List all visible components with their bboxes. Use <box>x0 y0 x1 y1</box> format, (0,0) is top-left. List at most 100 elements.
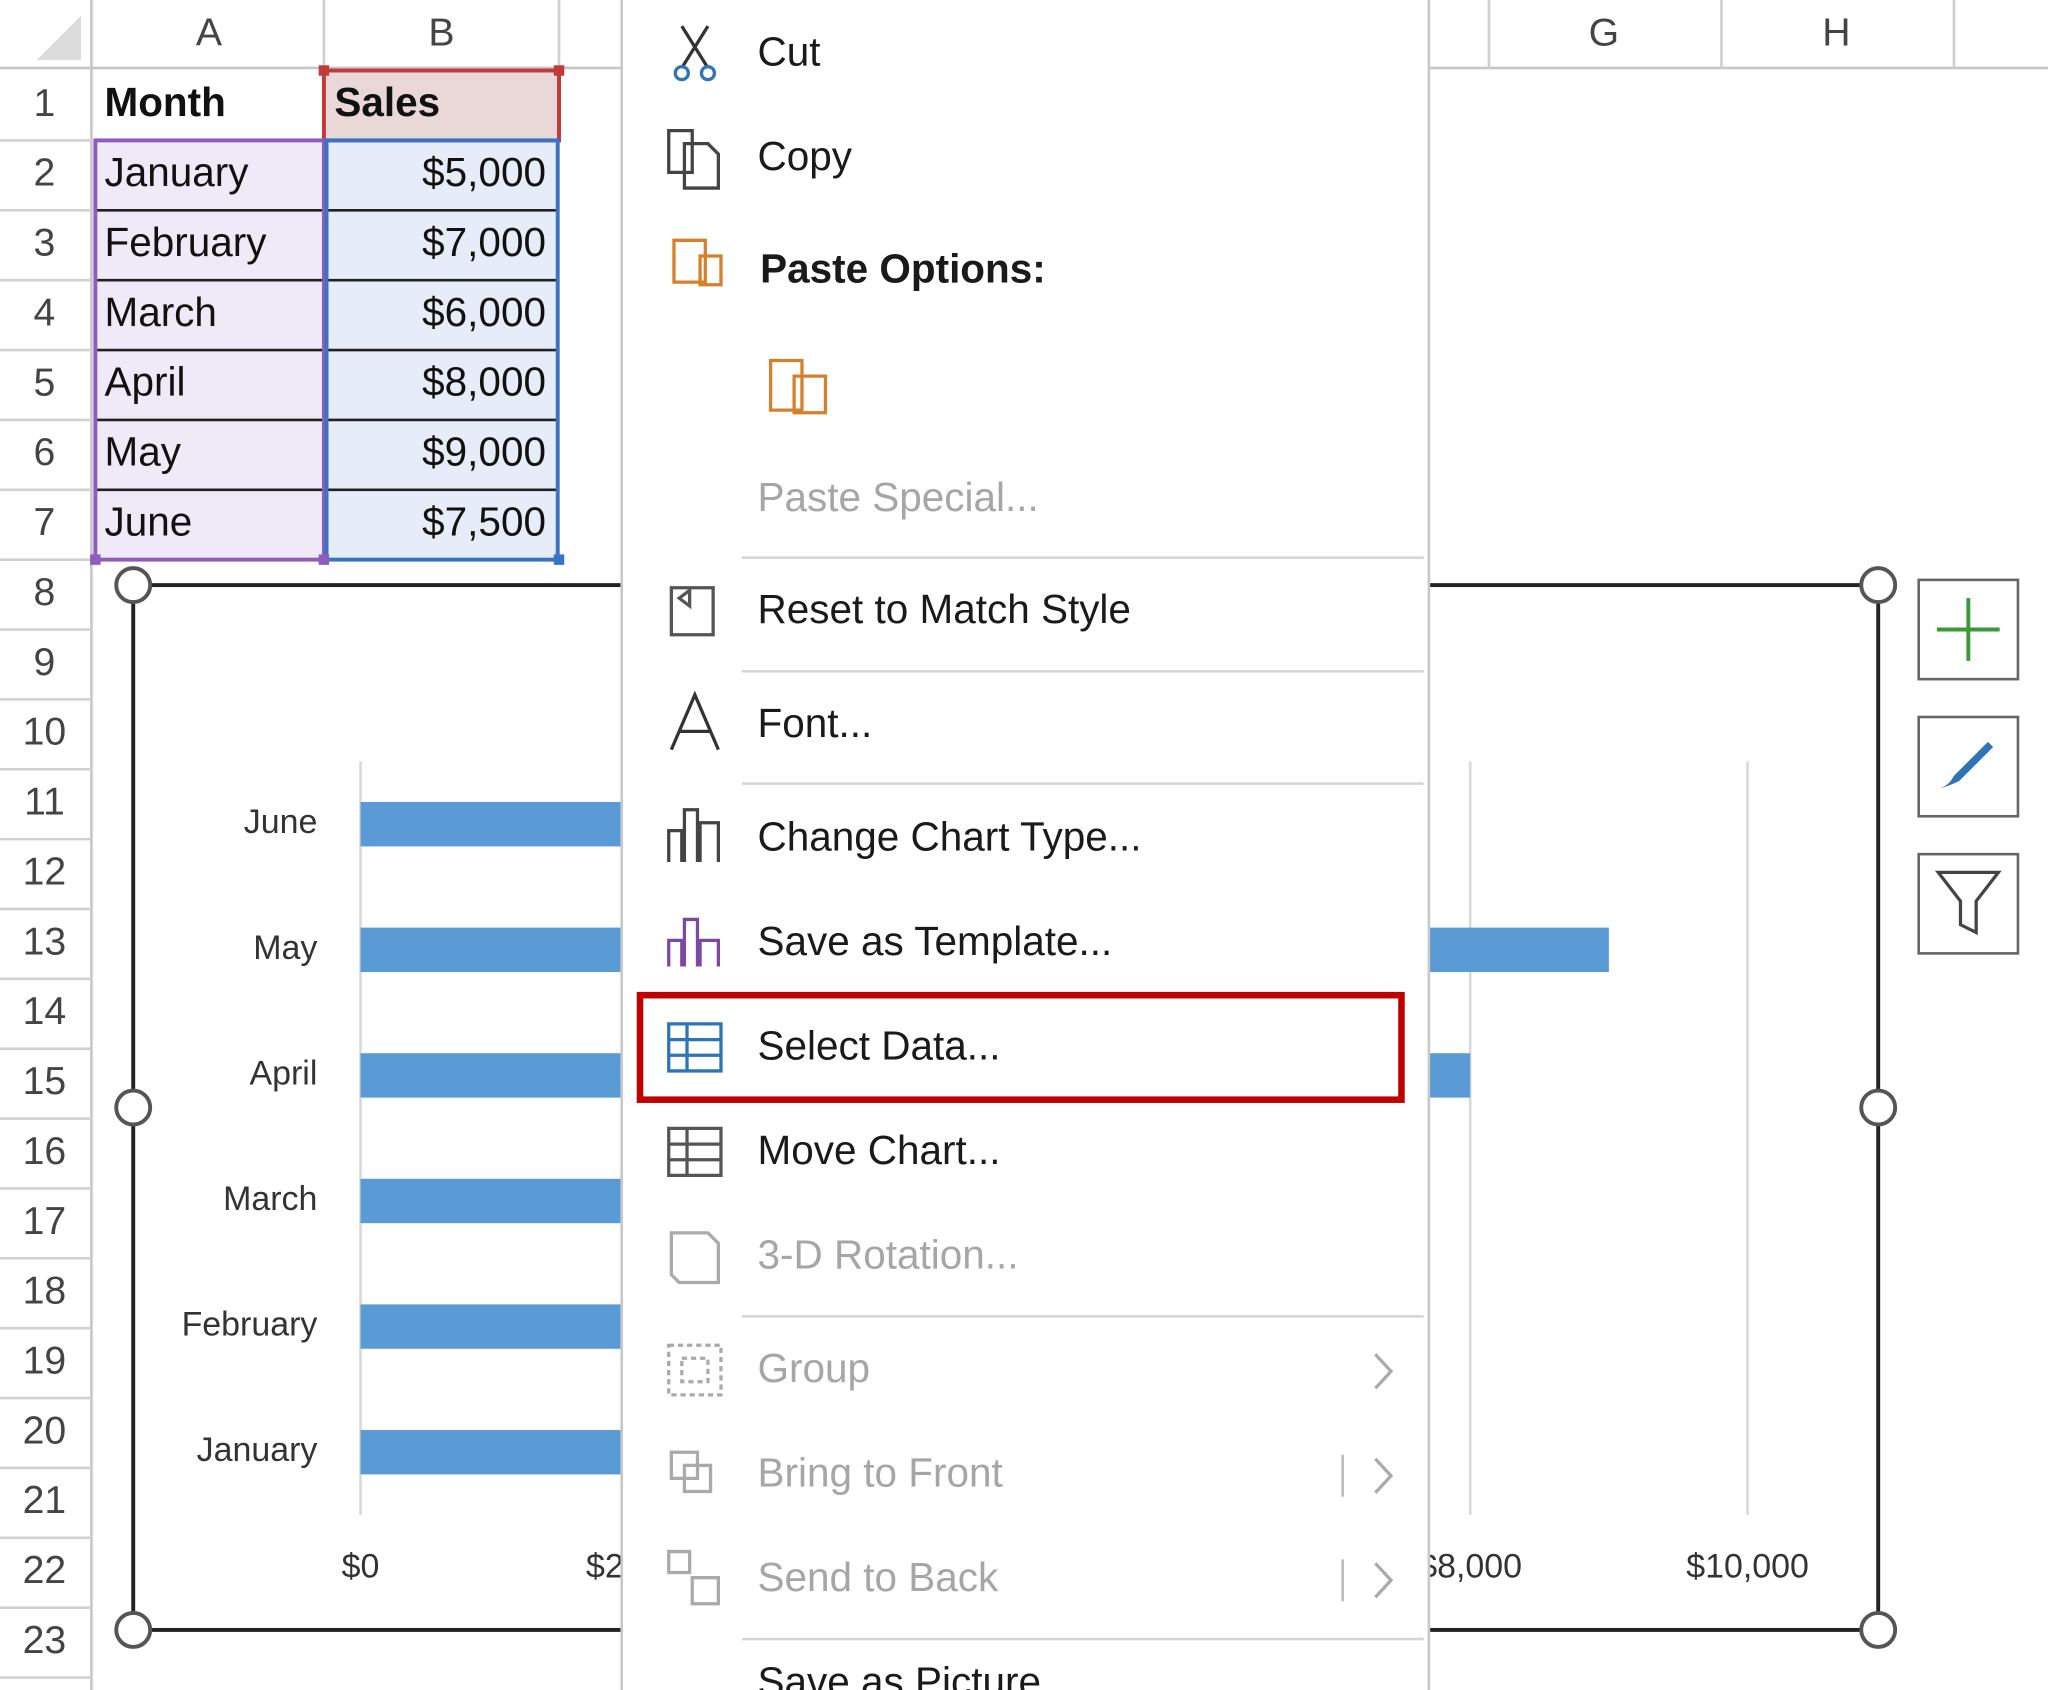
row-header: 5 <box>34 361 56 404</box>
menu-item: Paste Special... <box>758 474 1039 520</box>
rotation-icon <box>669 1231 720 1285</box>
menu-item[interactable]: Change Chart Type... <box>758 813 1142 859</box>
menu-item[interactable]: Save as Picture... <box>758 1658 1075 1690</box>
row-header: 11 <box>24 781 65 824</box>
header-cell: Sales <box>334 79 440 125</box>
cell: January <box>104 149 249 195</box>
row-header: 15 <box>23 1060 67 1103</box>
y-tick-label: June <box>244 803 318 841</box>
column-header: B <box>428 12 454 55</box>
template-icon <box>667 917 720 967</box>
brush-icon <box>1938 741 1994 789</box>
menu-item: 3-D Rotation... <box>758 1231 1019 1277</box>
row-header: 13 <box>23 920 67 963</box>
menu-item[interactable]: Move Chart... <box>758 1127 1001 1173</box>
menu-item[interactable]: Font... <box>758 700 873 746</box>
cut-icon <box>699 64 717 82</box>
column-header: A <box>196 12 223 55</box>
highlight-box <box>636 991 1405 1103</box>
menu-item[interactable]: Cut <box>758 29 821 75</box>
column-header: H <box>1822 12 1850 55</box>
menu-item[interactable]: Copy <box>758 133 853 179</box>
cell: $6,000 <box>422 289 546 335</box>
cut-icon <box>680 25 710 69</box>
resize-handle <box>114 566 153 605</box>
cell: February <box>104 219 267 265</box>
resize-handle <box>1859 1610 1898 1649</box>
menu-item[interactable]: Save as Template... <box>758 918 1113 964</box>
x-tick-label: $10,000 <box>1686 1548 1809 1586</box>
row-header: 14 <box>23 990 67 1033</box>
range-outline <box>93 138 326 562</box>
resize-handle <box>1859 566 1898 605</box>
submenu-arrow <box>1374 1457 1394 1494</box>
cell: $7,000 <box>422 219 546 265</box>
cell: March <box>104 289 216 335</box>
select-data-icon <box>667 1022 723 1073</box>
row-header: 21 <box>23 1479 67 1522</box>
front-icon <box>669 1450 713 1494</box>
y-tick-label: January <box>197 1431 318 1469</box>
cell-fill <box>323 70 560 141</box>
row-header: 9 <box>34 641 56 684</box>
cell: $5,000 <box>422 149 546 195</box>
range-handle <box>553 554 565 565</box>
submenu-arrow <box>1374 1353 1394 1390</box>
range-handle <box>318 554 330 565</box>
row-header: 20 <box>23 1409 67 1452</box>
paste-icon <box>768 358 828 415</box>
cell: $8,000 <box>422 359 546 405</box>
row-header: 2 <box>34 152 56 195</box>
range-outline <box>324 138 560 562</box>
chart-filters-button[interactable] <box>1917 852 2020 955</box>
menu-icons <box>667 25 828 1606</box>
row-header: 1 <box>34 82 56 125</box>
menu-item[interactable]: Reset to Match Style <box>758 586 1131 632</box>
context-menu: Cut Copy Paste Options: Paste Special... Res… <box>620 0 1431 1690</box>
row-header: 18 <box>23 1270 67 1313</box>
cell: June <box>104 498 192 544</box>
row-header: 23 <box>23 1619 67 1662</box>
x-tick-label: $8,000 <box>1418 1548 1522 1586</box>
row-header: 19 <box>23 1340 67 1383</box>
resize-handle <box>114 1088 153 1127</box>
cell-fill <box>94 70 324 141</box>
column-header: G <box>1589 12 1619 55</box>
x-tick-label: $0 <box>342 1548 380 1586</box>
menu-item[interactable]: Select Data... <box>758 1022 1001 1068</box>
menu-item: Send to Back <box>758 1554 999 1600</box>
row-header: 4 <box>34 291 56 334</box>
row-header: 7 <box>34 501 56 544</box>
reset-icon <box>669 586 715 637</box>
chart-type-icon <box>667 808 720 862</box>
y-tick-label: May <box>253 929 317 967</box>
range-handle <box>553 65 565 76</box>
row-header: 16 <box>23 1130 67 1173</box>
paste-icon <box>672 238 723 287</box>
row-header: 3 <box>34 222 56 265</box>
font-icon <box>669 690 720 751</box>
row-header: 12 <box>23 850 67 893</box>
header-cell: Month <box>104 79 225 125</box>
move-chart-icon <box>667 1126 723 1178</box>
cut-icon <box>673 64 690 82</box>
row-header: 8 <box>34 571 56 614</box>
resize-handle <box>1859 1088 1898 1127</box>
filter-icon <box>1934 870 2002 936</box>
chart-buttons <box>1917 578 2020 955</box>
menu-item: Group <box>758 1345 870 1391</box>
range-handle <box>90 554 101 565</box>
resize-handle <box>114 1610 153 1649</box>
menu-panel <box>620 0 1431 1690</box>
y-tick-label: March <box>223 1180 317 1218</box>
y-tick-label: February <box>182 1306 318 1344</box>
menu-item[interactable]: Paste Options: <box>760 245 1046 291</box>
cell: April <box>104 359 185 405</box>
row-header: 6 <box>34 431 56 474</box>
y-tick-label: April <box>249 1054 317 1092</box>
group-icon <box>667 1343 723 1397</box>
cell: $7,500 <box>422 498 546 544</box>
plus-icon <box>1936 598 2000 661</box>
